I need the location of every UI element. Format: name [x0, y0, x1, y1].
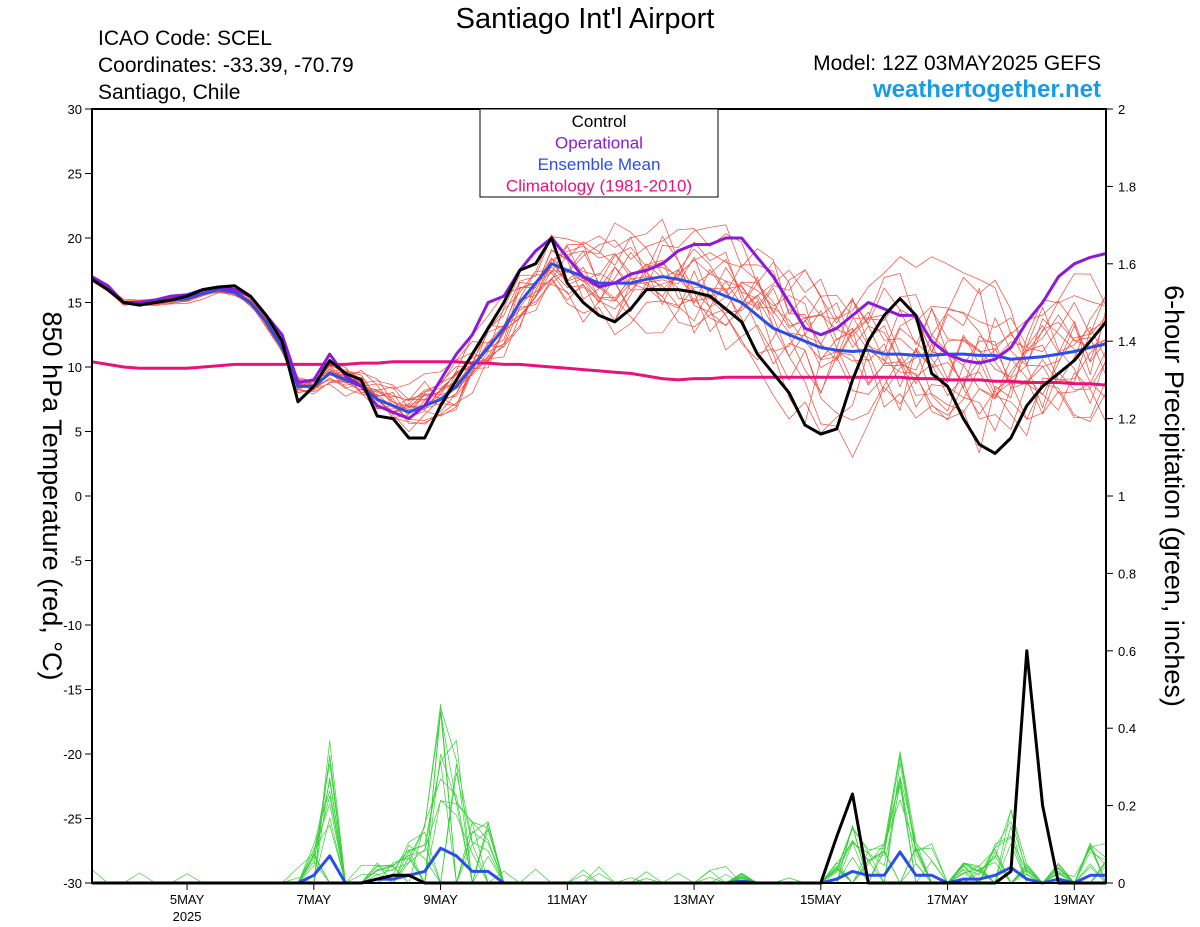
- site-link[interactable]: weathertogether.net: [872, 76, 1101, 103]
- x-tick-sublabel: 2025: [173, 909, 202, 924]
- location: Santiago, Chile: [98, 81, 241, 104]
- y-tick-label: -10: [63, 618, 82, 633]
- y-tick-label: 10: [68, 360, 82, 375]
- y-right-tick-label: 0.2: [1118, 799, 1136, 814]
- precip-member-line: [92, 761, 1107, 884]
- precip-member-line: [92, 712, 1107, 884]
- ensemble-members: [91, 218, 1107, 458]
- y-right-tick-label: 1.6: [1118, 257, 1136, 272]
- plot-frame: [91, 108, 1107, 884]
- ensemble-member-line: [91, 252, 1107, 412]
- main-series: [91, 236, 1108, 885]
- coordinates: Coordinates: -33.39, -70.79: [98, 54, 354, 77]
- y-tick-label: 15: [68, 296, 82, 311]
- ensemble-member-line: [91, 236, 1107, 425]
- ensemble-member-line: [91, 218, 1107, 423]
- right-axis: 2 1.8 1.6 1.4 1.2 1 0.8 0.6 0.4 0.2 0: [1106, 102, 1136, 891]
- control-line: [91, 236, 1108, 455]
- legend-entry: Operational: [555, 134, 643, 153]
- ensemble-mean-line: [91, 262, 1107, 414]
- y-tick-label: 25: [68, 167, 82, 182]
- y-tick-label: 0: [75, 489, 82, 504]
- legend-entry: Control: [572, 112, 627, 131]
- precip-member-line: [92, 704, 1107, 884]
- precip-member-line: [91, 756, 1107, 884]
- precip-member-line: [92, 763, 1107, 884]
- y-axis-label-right: 6-hour Precipitation (green, inches): [1159, 285, 1189, 707]
- precip-member-line: [92, 752, 1107, 884]
- y-right-tick-label: 0.4: [1118, 721, 1136, 736]
- model-run: Model: 12Z 03MAY2025 GEFS: [813, 52, 1101, 75]
- left-axis: 30 25 20 15 10 5 0 -5 -10 -15 -20 -25 -30: [63, 102, 92, 891]
- x-tick-label: 9MAY: [423, 892, 458, 907]
- y-right-tick-label: 1.4: [1118, 334, 1136, 349]
- y-axis-label: 850 hPa Temperature (red, °C): [37, 312, 67, 681]
- icao-code: ICAO Code: SCEL: [98, 27, 272, 50]
- ensemble-member-line: [91, 246, 1107, 454]
- precip-member-line: [92, 740, 1107, 884]
- y-right-tick-label: 1.2: [1118, 412, 1136, 427]
- precip-member-line: [92, 711, 1107, 884]
- legend-entry: Ensemble Mean: [538, 155, 661, 174]
- y-right-tick-label: 2: [1118, 102, 1125, 117]
- precip-member-line: [92, 740, 1107, 884]
- y-right-tick-label: 0.8: [1118, 566, 1136, 581]
- ensemble-member-line: [91, 268, 1107, 403]
- y-tick-label: 5: [75, 425, 82, 440]
- y-right-tick-label: 0.6: [1118, 644, 1136, 659]
- legend-box: [479, 108, 719, 198]
- precip-member-line: [92, 707, 1106, 884]
- x-tick-label: 7MAY: [297, 892, 332, 907]
- x-tick-label: 15MAY: [800, 892, 842, 907]
- x-tick-label: 13MAY: [673, 892, 715, 907]
- precip-ensemble-members: [91, 704, 1107, 884]
- y-tick-label: -30: [63, 876, 82, 891]
- x-tick-label: 5MAY: [170, 892, 205, 907]
- y-tick-label: -20: [63, 747, 82, 762]
- y-right-tick-label: 1: [1118, 489, 1125, 504]
- precip-member-line: [92, 751, 1107, 884]
- ensemble-member-line: [91, 228, 1107, 419]
- x-axis: 5MAY 2025 7MAY 9MAY 11MAY 13MAY 15MAY 17MAY 19MA…: [170, 883, 1095, 924]
- y-tick-label: -5: [70, 554, 82, 569]
- x-tick-label: 19MAY: [1053, 892, 1095, 907]
- legend-entry: Climatology (1981-2010): [506, 177, 692, 196]
- y-tick-label: 30: [68, 102, 82, 117]
- y-tick-label: 20: [68, 231, 82, 246]
- y-tick-label: -25: [63, 812, 82, 827]
- precip-control-line: [92, 649, 1106, 885]
- precip-member-line: [92, 753, 1107, 884]
- x-tick-label: 17MAY: [927, 892, 969, 907]
- ensemble-member-line: [91, 256, 1107, 422]
- x-tick-label: 11MAY: [547, 892, 588, 907]
- ensemble-member-line: [91, 236, 1107, 409]
- operational-line: [91, 236, 1107, 421]
- legend: Control Operational Ensemble Mean Climatolo…: [479, 108, 719, 198]
- y-tick-label: -15: [63, 683, 82, 698]
- y-right-tick-label: 0: [1118, 876, 1125, 891]
- chart-title: Santiago Int'l Airport: [455, 3, 715, 35]
- y-right-tick-label: 1.8: [1118, 179, 1136, 194]
